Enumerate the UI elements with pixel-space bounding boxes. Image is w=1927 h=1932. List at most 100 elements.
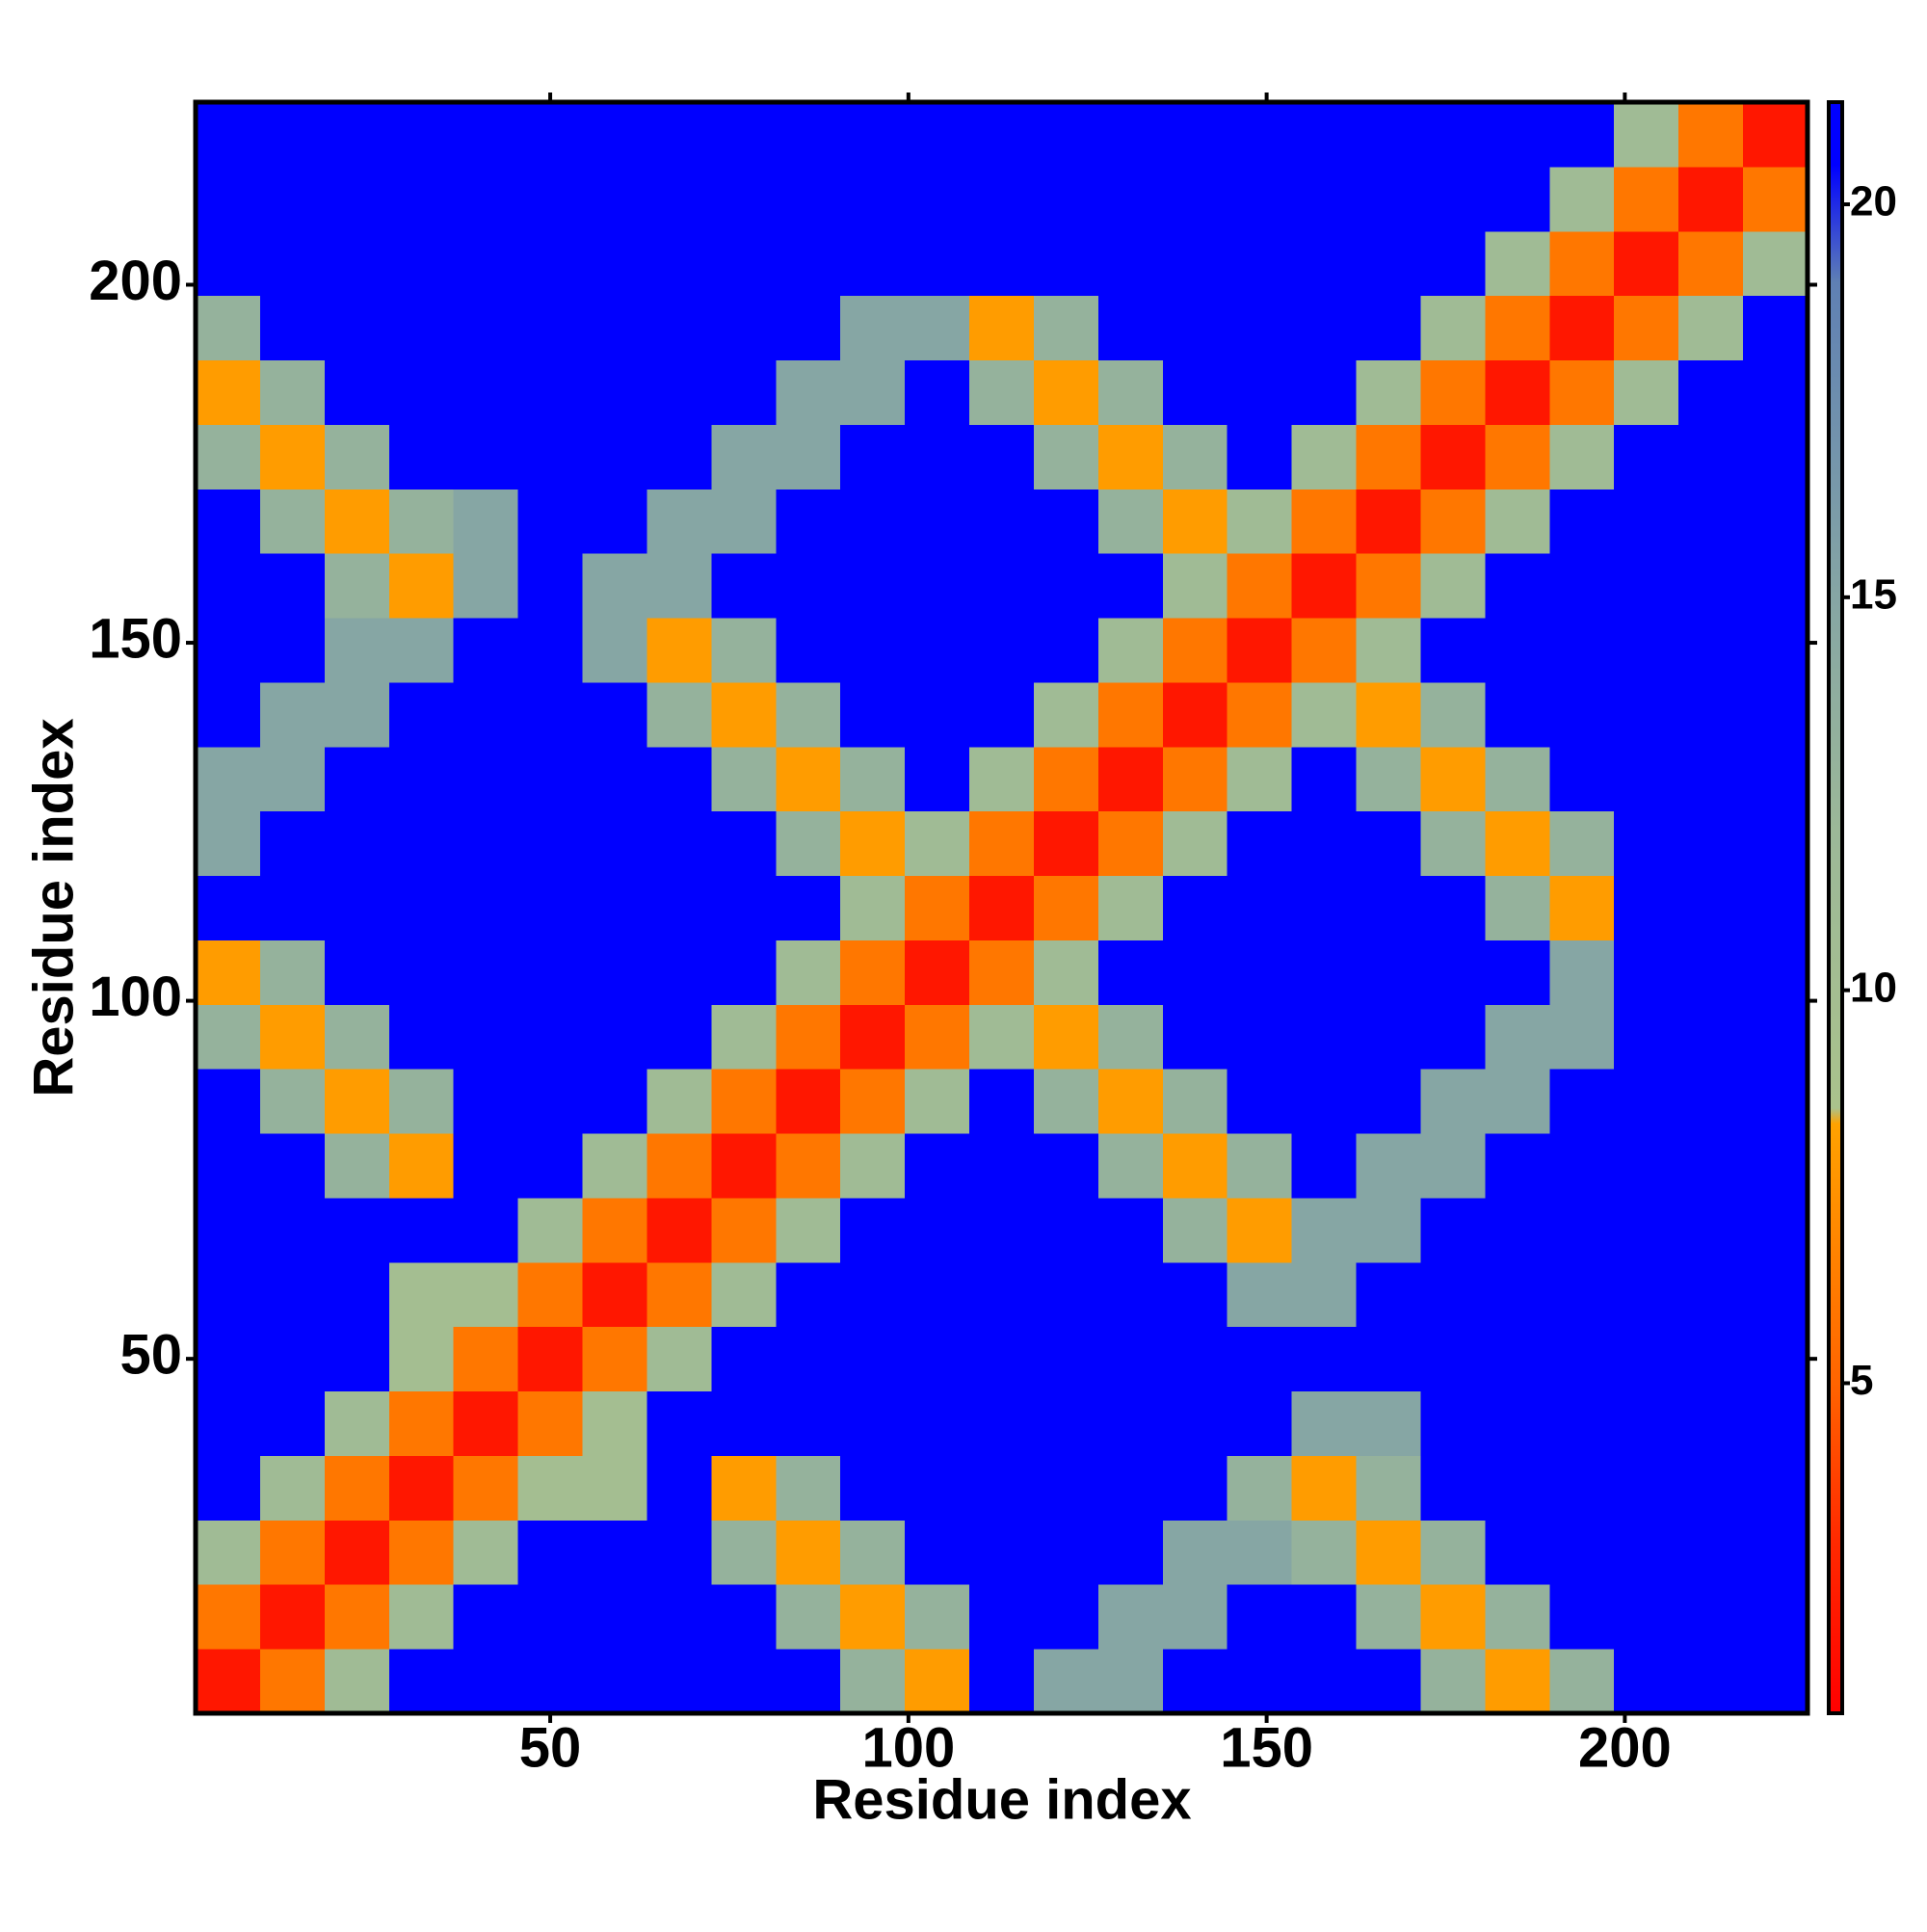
x-tick-label: 100 [861,1716,955,1779]
heatmap-cell [1097,1390,1164,1456]
heatmap-cell [1227,359,1293,425]
heatmap-cell [1485,166,1550,232]
heatmap-cell [1743,1004,1808,1070]
heatmap-cell [388,1004,455,1070]
heatmap-cell [1549,1520,1615,1585]
heatmap-cell [1420,1390,1486,1456]
heatmap-cell [1097,1261,1164,1328]
heatmap-cell [1678,1197,1744,1263]
heatmap-cell [388,1069,455,1134]
heatmap-cell [647,230,712,297]
heatmap-cell [259,1069,326,1134]
heatmap-cell [776,810,841,877]
heatmap-cell [711,1649,777,1714]
heatmap-cell [1549,1326,1615,1392]
heatmap-cell [1743,102,1808,168]
heatmap-cell [1356,1004,1421,1070]
heatmap-cell [453,940,519,1005]
heatmap-cell [1678,166,1744,232]
heatmap-cell [711,166,777,232]
heatmap-cell [1162,1004,1228,1070]
heatmap-cell [517,102,584,168]
heatmap-cell [324,618,390,683]
heatmap-cell [647,810,712,877]
heatmap-cell [1291,489,1358,554]
heatmap-cell [1678,1133,1744,1199]
heatmap-cell [1614,940,1679,1005]
heatmap-cell [1549,1584,1615,1650]
heatmap-cell [1291,1261,1358,1328]
heatmap-cell [388,1649,455,1714]
heatmap-cell [1614,230,1679,297]
heatmap-cell [1291,1133,1358,1199]
heatmap-cell [647,681,712,748]
heatmap-cell [1743,1455,1808,1521]
heatmap-cell [1420,166,1486,232]
heatmap-cell [324,1133,390,1199]
heatmap-cell [1356,940,1421,1005]
heatmap-cell [517,166,584,232]
heatmap-cell [969,295,1035,361]
heatmap-cell [324,102,390,168]
heatmap-cell [1033,1069,1099,1134]
heatmap-cell [259,1390,326,1456]
heatmap-cell [1485,1326,1550,1392]
heatmap-cell [969,1520,1035,1585]
heatmap-cell [711,1455,777,1521]
heatmap-cell [905,1584,970,1650]
heatmap-cell [969,1326,1035,1392]
heatmap-cell [840,810,906,877]
heatmap-cell [905,1261,970,1328]
heatmap-cell [905,1455,970,1521]
heatmap-cell [1549,295,1615,361]
heatmap-cell [1291,359,1358,425]
heatmap-cell [259,230,326,297]
heatmap-cell [1678,359,1744,425]
heatmap-cell [582,940,647,1005]
heatmap-cell [1485,810,1550,877]
heatmap-cell [1227,295,1293,361]
y-tick-label: 100 [89,966,182,1028]
heatmap-cell [1614,1197,1679,1263]
heatmap-cell [969,875,1035,940]
heatmap-cell [1614,681,1679,748]
heatmap-cell [905,1326,970,1392]
heatmap-cell [1291,1649,1358,1714]
heatmap-cell [1356,102,1421,168]
heatmap-cell [1485,1069,1550,1134]
heatmap-cell [647,1584,712,1650]
heatmap-cell [1033,359,1099,425]
heatmap-cell [1356,1584,1421,1650]
heatmap-cell [840,1069,906,1134]
y-tick-label: 50 [119,1323,182,1386]
heatmap-cell [840,1584,906,1650]
heatmap-cell [388,359,455,425]
heatmap-cell [711,1584,777,1650]
heatmap-cell [1743,618,1808,683]
heatmap-cell [517,1649,584,1714]
heatmap-cell [647,424,712,490]
heatmap-cell [582,359,647,425]
heatmap-cell [840,1390,906,1456]
heatmap-cell [1743,940,1808,1005]
colorbar-tick-label: 5 [1850,1357,1873,1404]
heatmap-cell [1291,1004,1358,1070]
heatmap-cell [453,875,519,940]
heatmap-cell [453,424,519,490]
heatmap-cell [1097,1069,1164,1134]
heatmap-cell [1097,553,1164,619]
heatmap-cell [1743,230,1808,297]
heatmap-cell [1614,810,1679,877]
heatmap-cell [905,1004,970,1070]
heatmap-cell [1743,1326,1808,1392]
heatmap-cell [1614,1133,1679,1199]
heatmap-cell [969,940,1035,1005]
heatmap-cell [840,1649,906,1714]
heatmap-cell [259,1584,326,1650]
heatmap-cell [905,295,970,361]
heatmap-cell [1356,681,1421,748]
heatmap-cell [1097,1133,1164,1199]
heatmap-cell [1162,1390,1228,1456]
heatmap-cell [1227,1584,1293,1650]
heatmap-cell [1291,1520,1358,1585]
